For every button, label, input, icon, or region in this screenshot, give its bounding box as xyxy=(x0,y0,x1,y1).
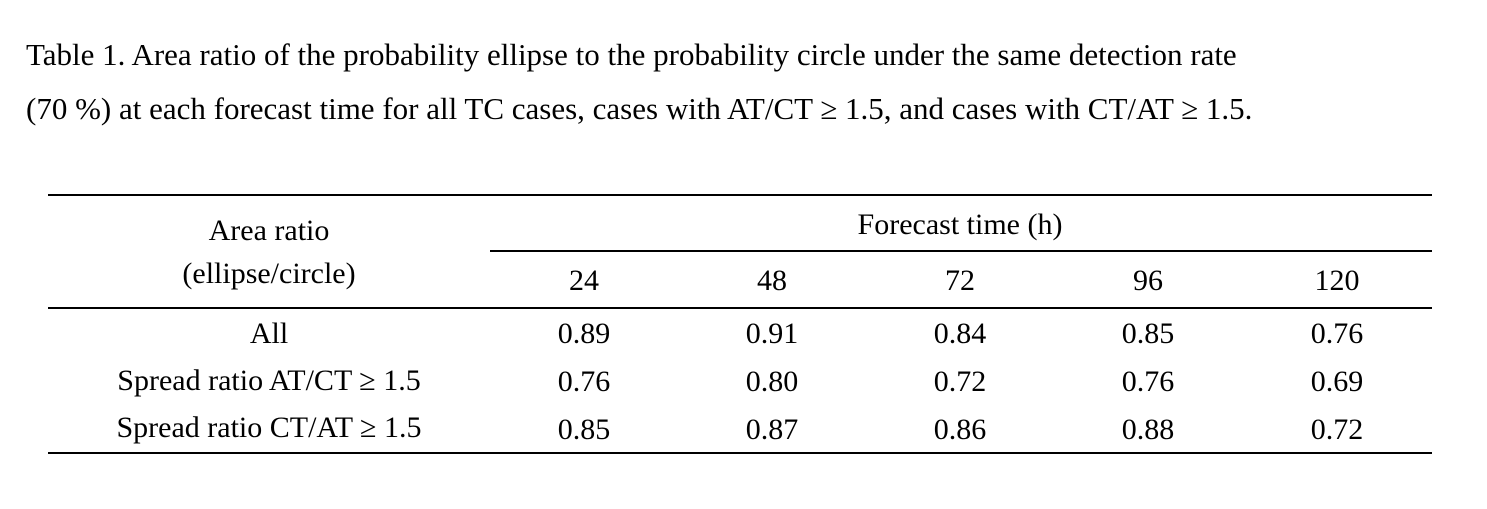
table-caption: Table 1. Area ratio of the probability e… xyxy=(26,28,1471,136)
row-header-line-1: Area ratio xyxy=(208,214,330,247)
table-cell: 0.88 xyxy=(1121,413,1175,446)
table-cell: 0.87 xyxy=(745,413,799,446)
header-bottom-rule xyxy=(48,307,1432,309)
column-header-96: 96 xyxy=(1133,264,1163,297)
table-cell: 0.76 xyxy=(1310,317,1364,350)
group-header-rule xyxy=(490,250,1432,252)
table-cell: 0.76 xyxy=(557,365,611,398)
column-header-24: 24 xyxy=(569,264,599,297)
table-cell: 0.76 xyxy=(1121,365,1175,398)
row-header-line-2: (ellipse/circle) xyxy=(182,257,356,290)
table-cell: 0.85 xyxy=(1121,317,1175,350)
table-cell: 0.69 xyxy=(1310,365,1364,398)
row-label-ct-at: Spread ratio CT/AT ≥ 1.5 xyxy=(116,411,422,444)
table-cell: 0.84 xyxy=(933,317,987,350)
table-bottom-rule xyxy=(48,452,1432,454)
row-label-all: All xyxy=(249,317,289,350)
column-header-120: 120 xyxy=(1314,264,1360,297)
table-cell: 0.91 xyxy=(745,317,799,350)
table-cell: 0.80 xyxy=(745,365,799,398)
row-label-at-ct: Spread ratio AT/CT ≥ 1.5 xyxy=(117,364,421,397)
table-cell: 0.72 xyxy=(1310,413,1364,446)
column-header-48: 48 xyxy=(757,264,787,297)
caption-line-2: (70 %) at each forecast time for all TC … xyxy=(26,91,1253,126)
caption-line-1: Table 1. Area ratio of the probability e… xyxy=(26,37,1237,72)
table-cell: 0.86 xyxy=(933,413,987,446)
column-header-72: 72 xyxy=(945,264,975,297)
table-cell: 0.89 xyxy=(557,317,611,350)
group-header: Forecast time (h) xyxy=(857,208,1063,241)
table-cell: 0.72 xyxy=(933,365,987,398)
table-top-rule xyxy=(48,194,1432,196)
table-cell: 0.85 xyxy=(557,413,611,446)
